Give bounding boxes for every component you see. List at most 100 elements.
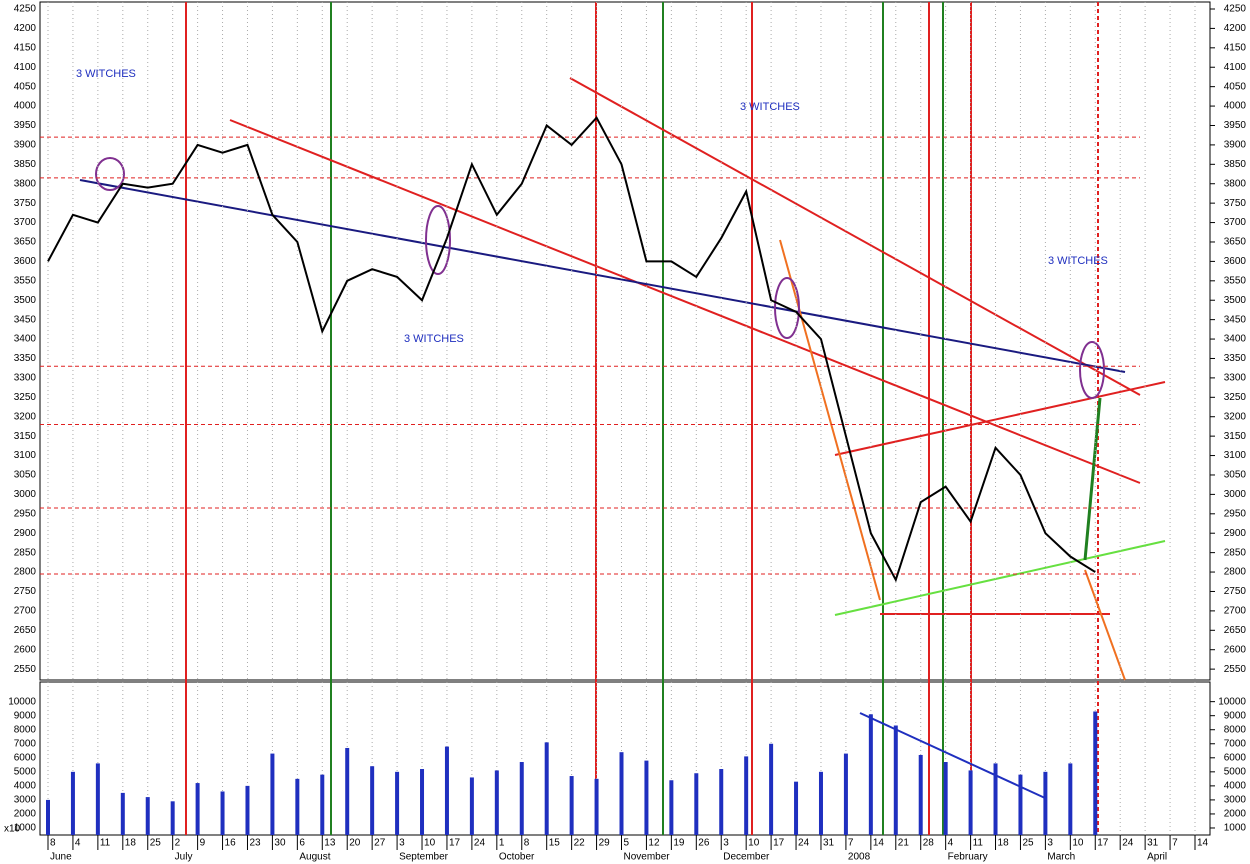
y-tick-label: 3250 <box>1224 392 1247 403</box>
y-tick-label: 9000 <box>1224 710 1247 721</box>
y-tick-label: 3800 <box>1224 178 1247 189</box>
y-tick-label: 6000 <box>1224 752 1247 763</box>
y-tick-label: 3000 <box>14 489 37 500</box>
y-tick-label: 8000 <box>1224 724 1247 735</box>
y-tick-label: 2700 <box>1224 606 1247 617</box>
price-panel <box>39 1 1211 681</box>
x-tick-label: 8 <box>524 838 530 849</box>
y-tick-label: 8000 <box>14 724 37 735</box>
volume-bar <box>46 799 50 835</box>
month-label: July <box>175 852 193 863</box>
month-label: June <box>50 852 72 863</box>
y-tick-label: 2650 <box>14 625 37 636</box>
annotation: 3 WITCHES <box>404 333 464 345</box>
y-tick-label: 3700 <box>14 217 37 228</box>
volume-bar <box>918 754 923 835</box>
y-tick-label: 3050 <box>14 470 37 481</box>
y-tick-label: 3300 <box>14 373 37 384</box>
y-tick-label: 2900 <box>14 528 37 539</box>
y-tick-label: 9000 <box>14 710 37 721</box>
volume-bar <box>195 783 200 835</box>
y-tick-label: 3550 <box>1224 275 1247 286</box>
volume-bar <box>794 781 799 835</box>
volume-bar <box>744 756 749 835</box>
y-tick-label: 6000 <box>14 752 37 763</box>
y-tick-label: 3900 <box>1224 140 1247 151</box>
x-tick-label: 17 <box>1097 838 1109 849</box>
volume-bar <box>893 725 898 835</box>
x-tick-label: 25 <box>150 838 162 849</box>
y-tick-label: 3950 <box>1224 120 1247 131</box>
y-tick-label: 3350 <box>14 353 37 364</box>
y-tick-label: 10000 <box>1218 696 1246 707</box>
volume-bar <box>145 797 150 835</box>
x-tick-label: 24 <box>1122 838 1134 849</box>
y-tick-label: 4200 <box>14 23 37 34</box>
y-tick-label: 2950 <box>1224 508 1247 519</box>
y-tick-label: 3600 <box>14 256 37 267</box>
y-tick-label: 3200 <box>1224 411 1247 422</box>
y-tick-label: 3100 <box>1224 450 1247 461</box>
volume-bar <box>569 776 574 835</box>
y-tick-label: 3800 <box>14 178 37 189</box>
volume-bar <box>694 773 699 835</box>
volume-bar <box>1068 763 1073 835</box>
volume-bar <box>669 780 674 835</box>
month-label: 2008 <box>848 852 871 863</box>
x-tick-label: 6 <box>299 838 305 849</box>
y-tick-label: 2900 <box>1224 528 1247 539</box>
y-tick-label: 5000 <box>14 766 37 777</box>
y-tick-label: 4150 <box>14 42 37 53</box>
y-tick-label: 3700 <box>1224 217 1247 228</box>
y-tick-label: 3500 <box>14 295 37 306</box>
volume-bar <box>469 777 474 835</box>
x-tick-label: 14 <box>873 838 885 849</box>
y-tick-label: 4050 <box>14 81 37 92</box>
annotation: 3 WITCHES <box>76 68 136 80</box>
y-tick-label: 2800 <box>1224 567 1247 578</box>
y-tick-label: 4200 <box>1224 23 1247 34</box>
x-tick-label: 12 <box>648 838 660 849</box>
x-tick-label: 18 <box>125 838 137 849</box>
y-tick-label: 3050 <box>1224 470 1247 481</box>
y-tick-label: 3250 <box>14 392 37 403</box>
y-tick-label: 3350 <box>1224 353 1247 364</box>
volume-panel <box>39 681 1211 836</box>
x-tick-label: 10 <box>424 838 436 849</box>
volume-bar <box>594 778 599 835</box>
x-tick-label: 9 <box>200 838 206 849</box>
y-tick-label: 2550 <box>1224 664 1247 675</box>
volume-bar <box>644 760 649 835</box>
x-tick-label: 14 <box>1197 838 1209 849</box>
x-tick-label: 17 <box>773 838 785 849</box>
y-tick-label: 3150 <box>1224 431 1247 442</box>
y-tick-label: 2000 <box>1224 809 1247 820</box>
x-tick-label: 24 <box>798 838 810 849</box>
volume-bar <box>420 769 425 835</box>
volume-bar <box>868 714 873 835</box>
x-tick-label: 1 <box>499 838 505 849</box>
y-tick-label: 10000 <box>8 696 36 707</box>
x-tick-label: 3 <box>399 838 405 849</box>
y-tick-label: 2850 <box>1224 547 1247 558</box>
x-tick-label: 19 <box>673 838 685 849</box>
x-tick-label: 8 <box>50 838 56 849</box>
volume-bar <box>245 785 250 835</box>
x-tick-label: 4 <box>948 838 954 849</box>
y-tick-label: 7000 <box>14 738 37 749</box>
y-tick-label: 3950 <box>14 120 37 131</box>
x-tick-label: 2 <box>175 838 181 849</box>
volume-bar <box>95 763 100 835</box>
price-line <box>47 116 1096 583</box>
month-label: September <box>399 852 449 863</box>
y-tick-label: 3850 <box>1224 159 1247 170</box>
x-tick-label: 25 <box>1022 838 1034 849</box>
y-tick-label: 3300 <box>1224 373 1247 384</box>
volume-bar <box>519 762 524 835</box>
x-tick-label: 10 <box>748 838 760 849</box>
x-tick-label: 11 <box>973 838 984 849</box>
x-tick-label: 21 <box>898 838 910 849</box>
month-label: November <box>624 852 671 863</box>
x-tick-label: 27 <box>374 838 386 849</box>
y-tick-label: 3150 <box>14 431 37 442</box>
